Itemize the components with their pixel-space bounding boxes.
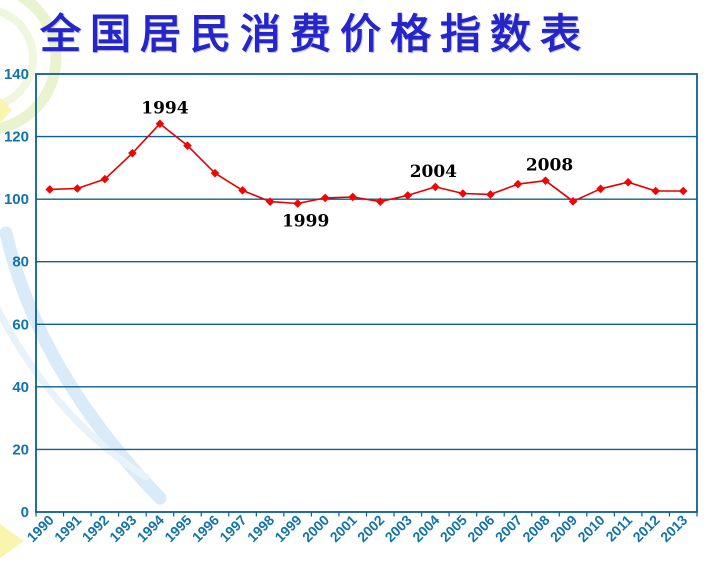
x-axis-label-1992: 1992 (79, 512, 112, 545)
x-axis-label-2007: 2007 (492, 512, 525, 545)
x-axis-label-2005: 2005 (437, 512, 470, 545)
data-point-1997 (238, 186, 247, 195)
data-point-2009 (568, 197, 578, 206)
x-axis-label-2008: 2008 (519, 512, 552, 545)
data-point-2001 (348, 192, 358, 202)
x-axis-label-1998: 1998 (244, 512, 277, 545)
x-axis-label-1999: 1999 (271, 512, 304, 545)
data-point-2003 (403, 191, 413, 200)
data-point-2012 (651, 186, 660, 196)
x-axis-label-1997: 1997 (216, 512, 249, 545)
x-axis-label-1995: 1995 (161, 512, 194, 545)
data-point-1993 (128, 148, 137, 158)
y-axis-label-0: 0 (21, 504, 29, 521)
y-axis-label-120: 120 (4, 129, 29, 146)
data-point-1996 (210, 168, 220, 178)
triangle-decoration-bottom (0, 524, 24, 558)
x-axis-label-2011: 2011 (602, 512, 635, 545)
data-point-2013 (678, 186, 688, 196)
data-point-2000 (320, 193, 330, 203)
y-axis-label-80: 80 (12, 254, 29, 271)
data-point-1999 (293, 199, 302, 208)
data-point-2004 (431, 182, 440, 192)
x-axis-label-2001: 2001 (327, 512, 360, 545)
data-point-2005 (458, 189, 468, 198)
x-axis-label-2006: 2006 (464, 512, 497, 545)
y-axis-label-40: 40 (12, 379, 29, 396)
plot-border (35, 73, 698, 513)
series-line (49, 122, 684, 205)
x-axis-label-2013: 2013 (657, 512, 690, 545)
annotation-1994: 1994 (141, 99, 188, 119)
x-axis-label-2012: 2012 (629, 512, 662, 545)
x-axis-label-1996: 1996 (189, 512, 222, 545)
ring-decoration-inner (0, 7, 37, 109)
data-point-2007 (513, 179, 523, 189)
triangle-decoration-left (0, 98, 12, 123)
y-axis-label-140: 140 (4, 66, 29, 83)
x-axis-label-1994: 1994 (134, 512, 167, 545)
x-axis-label-2009: 2009 (547, 512, 580, 545)
data-point-1992 (100, 174, 110, 184)
annotation-2008: 2008 (526, 156, 573, 176)
data-point-2002 (375, 197, 385, 206)
y-axis-label-60: 60 (12, 316, 29, 333)
data-point-2006 (486, 190, 495, 199)
annotation-1999: 1999 (282, 212, 329, 232)
x-axis-label-1991: 1991 (51, 512, 84, 545)
data-point-2011 (623, 177, 633, 187)
data-point-1998 (265, 197, 275, 206)
data-point-1995 (183, 141, 192, 150)
x-axis-label-2002: 2002 (354, 512, 387, 545)
data-point-1991 (73, 184, 82, 193)
page-title: 全国居民消费价格指数表 (40, 11, 590, 57)
x-axis-label-2003: 2003 (382, 512, 415, 545)
x-axis-label-1993: 1993 (106, 512, 139, 545)
data-point-1994 (155, 119, 165, 129)
data-point-1990 (45, 185, 55, 194)
x-axis-label-2004: 2004 (409, 512, 442, 545)
swoosh-decoration-thin (0, 305, 150, 481)
ring-decoration-outer (0, 0, 62, 134)
data-point-2008 (541, 176, 550, 185)
y-axis-label-100: 100 (4, 191, 29, 208)
x-axis-label-2010: 2010 (574, 512, 607, 545)
y-axis-label-20: 20 (12, 441, 29, 458)
annotation-2004: 2004 (410, 162, 457, 182)
x-axis-label-2000: 2000 (299, 512, 332, 545)
data-point-2010 (596, 184, 605, 194)
